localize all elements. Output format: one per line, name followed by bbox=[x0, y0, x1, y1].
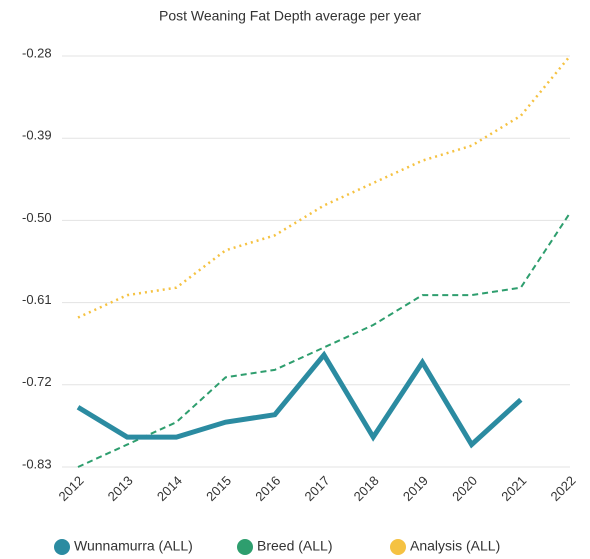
x-tick-label: 2019 bbox=[400, 473, 431, 504]
legend-label: Analysis (ALL) bbox=[410, 538, 500, 554]
legend-item: Breed (ALL) bbox=[237, 538, 332, 555]
y-tick-label: -0.83 bbox=[22, 456, 52, 471]
series-line bbox=[77, 55, 571, 319]
legend-item: Wunnamurra (ALL) bbox=[54, 538, 193, 555]
x-tick-label: 2016 bbox=[252, 473, 283, 504]
y-tick-label: -0.39 bbox=[22, 128, 52, 143]
x-tick-label: 2022 bbox=[547, 473, 578, 504]
legend-swatch bbox=[390, 539, 406, 555]
y-tick-label: -0.72 bbox=[22, 374, 52, 389]
x-tick-label: 2021 bbox=[498, 473, 529, 504]
x-tick-label: 2020 bbox=[449, 473, 480, 504]
x-tick-label: 2017 bbox=[301, 473, 332, 504]
legend-item: Analysis (ALL) bbox=[390, 538, 500, 555]
y-tick-label: -0.28 bbox=[22, 45, 52, 60]
legend-label: Wunnamurra (ALL) bbox=[74, 538, 193, 554]
x-tick-label: 2014 bbox=[154, 473, 185, 504]
series-line bbox=[76, 350, 523, 449]
x-tick-label: 2013 bbox=[105, 473, 136, 504]
x-tick-label: 2012 bbox=[55, 473, 86, 504]
legend-swatch bbox=[54, 539, 70, 555]
chart-title: Post Weaning Fat Depth average per year bbox=[159, 8, 421, 24]
y-tick-label: -0.61 bbox=[22, 292, 52, 307]
x-tick-label: 2018 bbox=[351, 473, 382, 504]
x-tick-label: 2015 bbox=[203, 473, 234, 504]
legend-swatch bbox=[237, 539, 253, 555]
y-tick-label: -0.50 bbox=[22, 210, 52, 225]
legend-label: Breed (ALL) bbox=[257, 538, 332, 554]
series-line bbox=[77, 212, 571, 468]
